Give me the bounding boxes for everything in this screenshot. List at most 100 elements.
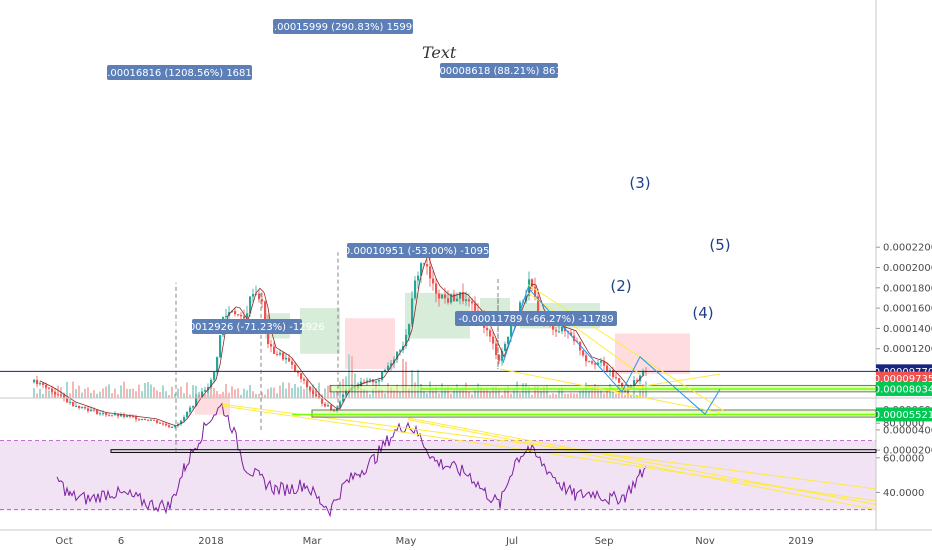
candle-body xyxy=(492,336,495,344)
volume-bar xyxy=(351,356,353,398)
candle-body xyxy=(183,417,186,421)
volume-bar xyxy=(210,383,212,398)
candle-body xyxy=(36,379,39,385)
rsi-y-tick-label: 40.0000 xyxy=(883,488,924,499)
candle-body xyxy=(273,346,276,354)
volume-bar xyxy=(72,381,74,398)
volume-bar xyxy=(498,388,500,398)
candle-body xyxy=(51,388,54,392)
volume-bar xyxy=(381,389,383,398)
volume-bar xyxy=(492,387,494,398)
candle-body xyxy=(603,361,606,366)
y-tick-label: 0.00004000 xyxy=(883,425,932,436)
candle-body xyxy=(366,380,369,383)
volume-bar xyxy=(33,388,35,398)
candle-body xyxy=(438,293,441,299)
volume-bar xyxy=(327,385,329,398)
volume-bar xyxy=(564,393,566,398)
candle-body xyxy=(600,361,603,363)
volume-bar xyxy=(282,382,284,398)
volume-bar xyxy=(372,388,374,398)
candle-body xyxy=(186,412,189,418)
candle-body xyxy=(69,401,72,403)
volume-bar xyxy=(69,393,71,398)
candle-body xyxy=(300,373,303,379)
volume-bar xyxy=(540,390,542,398)
candle-body xyxy=(447,298,450,303)
volume-bar xyxy=(219,394,221,398)
volume-bar xyxy=(423,391,425,398)
volume-bar xyxy=(435,387,437,398)
candle-body xyxy=(450,294,453,303)
volume-bar xyxy=(324,388,326,398)
volume-bar xyxy=(624,394,626,398)
trendline xyxy=(499,368,721,414)
volume-bar xyxy=(438,393,440,398)
candle-body xyxy=(237,314,240,316)
rsi-pane[interactable] xyxy=(0,402,877,518)
volume-bar xyxy=(189,394,191,398)
candle-body xyxy=(63,395,66,399)
candle-body xyxy=(537,296,540,315)
candle-body xyxy=(420,263,423,276)
volume-bar xyxy=(234,389,236,398)
cloud-region xyxy=(195,394,230,415)
main-pane[interactable] xyxy=(33,253,690,429)
candle-body xyxy=(615,377,618,379)
rsi-trendline xyxy=(407,417,877,506)
rsi-y-tick-label: 80.0000 xyxy=(883,419,924,430)
volume-bar xyxy=(453,389,455,398)
volume-bar xyxy=(237,388,239,398)
candle-body xyxy=(111,415,114,417)
candle-body xyxy=(42,383,45,385)
candle-body xyxy=(192,405,195,408)
candle-body xyxy=(132,416,135,418)
price-tag-label: 0.00009735 xyxy=(874,374,932,385)
wave-label: (5) xyxy=(709,236,730,254)
candle-body xyxy=(591,361,594,364)
x-tick-label: Oct xyxy=(55,536,72,547)
candle-body xyxy=(330,405,333,410)
volume-bar xyxy=(246,390,248,398)
support-zone-bottom xyxy=(110,449,877,453)
price-tag-box xyxy=(876,381,932,396)
candle-body xyxy=(108,415,111,417)
volume-bar xyxy=(294,383,296,398)
candle-body xyxy=(618,378,621,383)
candle-body xyxy=(258,293,261,300)
candle-body xyxy=(531,279,534,287)
volume-bar xyxy=(402,358,404,398)
candle-body xyxy=(582,350,585,356)
candle-body xyxy=(372,379,375,383)
volume-bar xyxy=(249,384,251,398)
volume-bar xyxy=(411,370,413,398)
candle-body xyxy=(339,401,342,408)
volume-bar xyxy=(552,393,554,398)
candle-body xyxy=(297,371,300,374)
volume-bar xyxy=(582,388,584,398)
candle-body xyxy=(147,419,150,421)
volume-bar xyxy=(510,393,512,398)
candle-body xyxy=(144,419,147,421)
candle-body xyxy=(444,294,447,299)
candle-body xyxy=(642,370,645,376)
volume-bar xyxy=(432,390,434,398)
volume-bar xyxy=(621,389,623,398)
candle-body xyxy=(408,324,411,335)
cloud-region xyxy=(345,318,395,369)
candle-body xyxy=(57,394,60,396)
candle-body xyxy=(390,363,393,366)
candle-body xyxy=(84,406,87,409)
candle-body xyxy=(174,425,177,428)
wave-projection-path xyxy=(502,286,721,415)
measure-tag-label: -0.00011789 (-66.27%) -11789 xyxy=(458,314,613,325)
candle-body xyxy=(270,344,273,347)
volume-bar xyxy=(471,394,473,398)
volume-bar xyxy=(513,388,515,398)
candle-body xyxy=(216,357,219,373)
y-tick-label: 0.00012000 xyxy=(883,344,932,355)
candle-body xyxy=(534,286,537,297)
rsi-band xyxy=(0,440,876,510)
candle-body xyxy=(153,419,156,421)
